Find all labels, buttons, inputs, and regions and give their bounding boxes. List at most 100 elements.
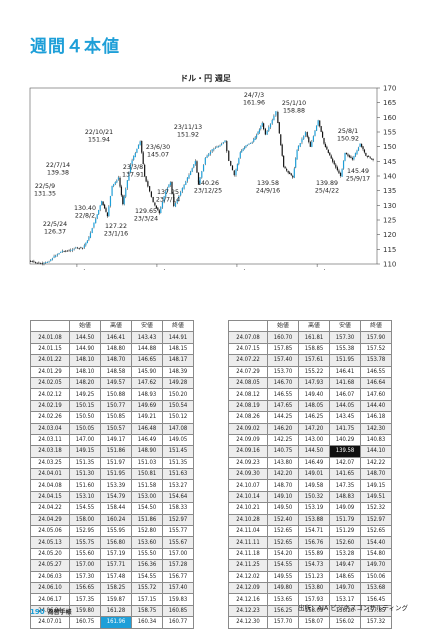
annotation-value: 139.38 xyxy=(47,170,69,177)
open-cell: 157.00 xyxy=(69,559,101,572)
open-cell: 155.75 xyxy=(69,536,101,549)
high-cell: 155.22 xyxy=(298,365,330,378)
annotation-date: 23/3/24 xyxy=(134,216,158,223)
candle-body xyxy=(299,142,301,147)
annotation-value: 137.91 xyxy=(122,172,144,179)
low-cell: 139.58 xyxy=(329,445,361,458)
low-cell: 152.80 xyxy=(131,525,163,538)
high-cell: 146.25 xyxy=(298,411,330,424)
open-cell: 158.00 xyxy=(69,513,101,527)
date-cell: 24.05.27 xyxy=(30,559,70,572)
high-cell: 148.70 xyxy=(100,354,132,367)
close-cell: 148.70 xyxy=(360,468,392,481)
low-cell: 155.50 xyxy=(131,547,163,561)
candle-body xyxy=(329,152,331,156)
close-cell: 150.12 xyxy=(162,411,194,424)
candle-body xyxy=(101,201,103,206)
candle-body xyxy=(105,208,107,212)
candle-body xyxy=(341,168,343,177)
annotation-date: 25/9/17 xyxy=(346,176,370,183)
candle-body xyxy=(137,144,140,149)
candle-body xyxy=(108,206,110,217)
table-row: 24.05.20 155.60 157.19 155.50 157.00 xyxy=(30,547,194,561)
candle-body xyxy=(371,158,373,160)
close-cell: 142.30 xyxy=(360,422,392,435)
candle-body xyxy=(263,123,265,130)
candle-body xyxy=(317,120,319,126)
close-cell: 148.39 xyxy=(162,365,194,378)
header-close: 終値 xyxy=(162,319,194,333)
close-cell: 147.08 xyxy=(162,422,194,435)
candle-body xyxy=(323,137,325,144)
candle-body xyxy=(231,165,234,171)
close-cell: 152.97 xyxy=(162,513,194,527)
header-high: 高値 xyxy=(298,319,330,333)
candle-body xyxy=(106,212,109,217)
low-cell: 144.88 xyxy=(131,342,163,356)
close-cell: 148.15 xyxy=(162,342,194,356)
open-cell: 154.55 xyxy=(69,502,101,515)
low-cell: 146.41 xyxy=(329,365,361,378)
candle-body xyxy=(139,141,141,146)
date-cell: 24.01.29 xyxy=(30,365,70,378)
y-tick-label: 145 xyxy=(383,158,396,166)
candle-body xyxy=(287,170,289,173)
candle-body xyxy=(230,160,232,166)
annotation-value: 151.94 xyxy=(88,137,110,144)
candle-body xyxy=(314,130,316,136)
high-cell: 157.19 xyxy=(100,547,132,561)
date-cell: 24.09.30 xyxy=(228,468,268,481)
candle-body xyxy=(93,222,95,228)
candle-body xyxy=(150,191,152,197)
high-cell: 149.40 xyxy=(298,388,330,401)
high-cell: 154.79 xyxy=(100,490,132,504)
annotation-date: 22/7/14 xyxy=(46,162,70,169)
candle-body xyxy=(53,256,55,258)
candle-body xyxy=(365,152,367,156)
table-row: 24.03.25 151.35 151.97 151.03 151.35 xyxy=(30,456,194,470)
high-cell: 158.07 xyxy=(298,616,330,629)
annotation-value: 139.89 xyxy=(316,180,338,187)
candle-body xyxy=(82,247,84,249)
date-cell: 24.08.05 xyxy=(228,376,268,390)
candle-body xyxy=(206,155,208,158)
header-open: 始値 xyxy=(69,319,101,333)
open-cell: 150.15 xyxy=(69,399,101,413)
candle-body xyxy=(324,144,327,147)
y-tick-label: 170 xyxy=(383,85,396,93)
candle-body xyxy=(311,141,313,147)
candle-body xyxy=(189,171,192,176)
candle-body xyxy=(217,146,220,148)
open-cell: 143.80 xyxy=(267,456,299,470)
low-cell: 141.75 xyxy=(329,422,361,435)
high-cell: 158.85 xyxy=(298,342,330,356)
high-cell: 150.88 xyxy=(100,388,132,401)
candle-body xyxy=(319,120,321,127)
close-cell: 160.85 xyxy=(162,604,194,618)
table-row: 24.04.22 154.55 158.44 154.50 158.33 xyxy=(30,502,194,515)
annotation-date: 23/7/14 xyxy=(156,197,180,204)
high-cell: 153.19 xyxy=(298,502,330,515)
close-cell: 153.78 xyxy=(360,354,392,367)
candle-body xyxy=(142,152,144,165)
low-cell: 147.62 xyxy=(131,376,163,390)
close-cell: 157.00 xyxy=(162,547,194,561)
candle-body xyxy=(60,251,62,253)
open-cell: 157.70 xyxy=(267,616,299,629)
low-cell: 140.29 xyxy=(329,433,361,447)
low-cell: 141.68 xyxy=(329,376,361,390)
table-row: 24.08.12 146.55 149.40 146.07 147.60 xyxy=(228,388,392,401)
table-row: 24.09.02 146.20 147.20 141.75 142.30 xyxy=(228,422,392,435)
y-tick-label: 160 xyxy=(383,114,396,122)
open-cell: 147.65 xyxy=(267,399,299,413)
high-cell: 153.88 xyxy=(298,513,330,527)
candle-body xyxy=(89,232,92,238)
x-tick-label: 2025年 xyxy=(305,268,330,270)
candle-body xyxy=(216,146,218,148)
low-cell: 144.05 xyxy=(329,399,361,413)
date-cell: 24.04.29 xyxy=(30,513,70,527)
table-row: 24.07.08 160.70 161.81 157.30 157.90 xyxy=(228,331,392,344)
candle-body xyxy=(356,150,358,154)
candle-body xyxy=(269,123,272,128)
close-cell: 157.40 xyxy=(162,581,194,595)
